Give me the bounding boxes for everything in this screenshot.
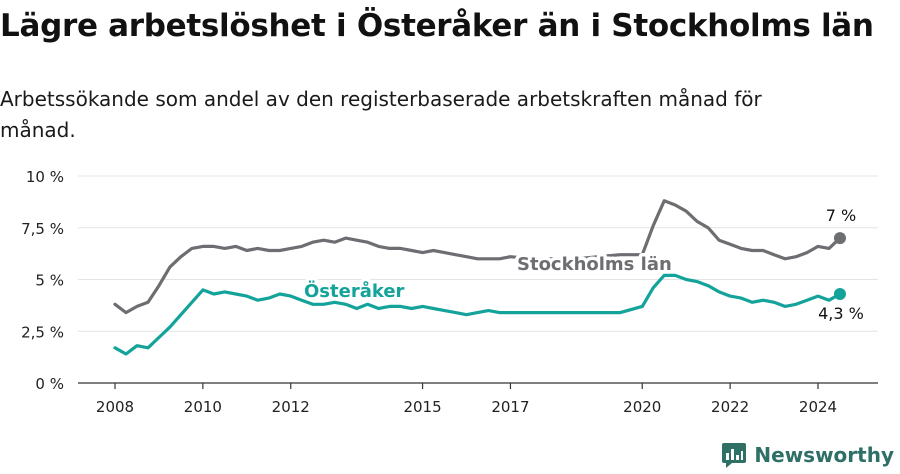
y-tick-label: 10 % [26,168,64,186]
series-line-osteraker [113,273,842,356]
series-label-stockholm: Stockholms län [517,254,672,275]
brand-logo: Newsworthy [721,442,894,468]
newsworthy-icon [722,443,747,468]
x-tick-label: 2022 [711,398,749,416]
chart-title: Lägre arbetslöshet i Österåker än i Stoc… [0,8,874,44]
end-value-label-stockholm: 7 % [826,206,856,225]
x-tick-label: 2020 [623,398,661,416]
series-labels: Stockholms län Österåker 7 % 4,3 % [301,206,864,323]
x-axis: 2008 2010 2012 2015 2017 2020 2022 2024 [78,382,878,416]
series-label-osteraker: Österåker [304,280,405,302]
grid-lines [78,175,878,332]
end-point-stockholm [833,232,846,245]
x-tick-label: 2024 [799,398,837,416]
y-tick-label: 7,5 % [21,220,64,238]
y-tick-label: 2,5 % [21,323,64,341]
end-value-label-osteraker: 4,3 % [818,304,864,323]
x-tick-label: 2015 [403,398,441,416]
x-tick-label: 2010 [184,398,222,416]
x-tick-label: 2012 [272,398,310,416]
series-group [113,199,846,356]
end-point-osteraker [833,287,846,300]
y-tick-label: 0 % [35,375,64,393]
series-line-stockholm [113,199,842,315]
x-tick-label: 2017 [491,398,529,416]
x-tick-label: 2008 [96,398,134,416]
brand-name: Newsworthy [754,443,894,467]
y-axis-ticks: 0 % 2,5 % 5 % 7,5 % 10 % [21,168,64,393]
chart-subtitle: Arbetssökande som andel av den registerb… [0,87,762,142]
y-tick-label: 5 % [35,272,64,290]
